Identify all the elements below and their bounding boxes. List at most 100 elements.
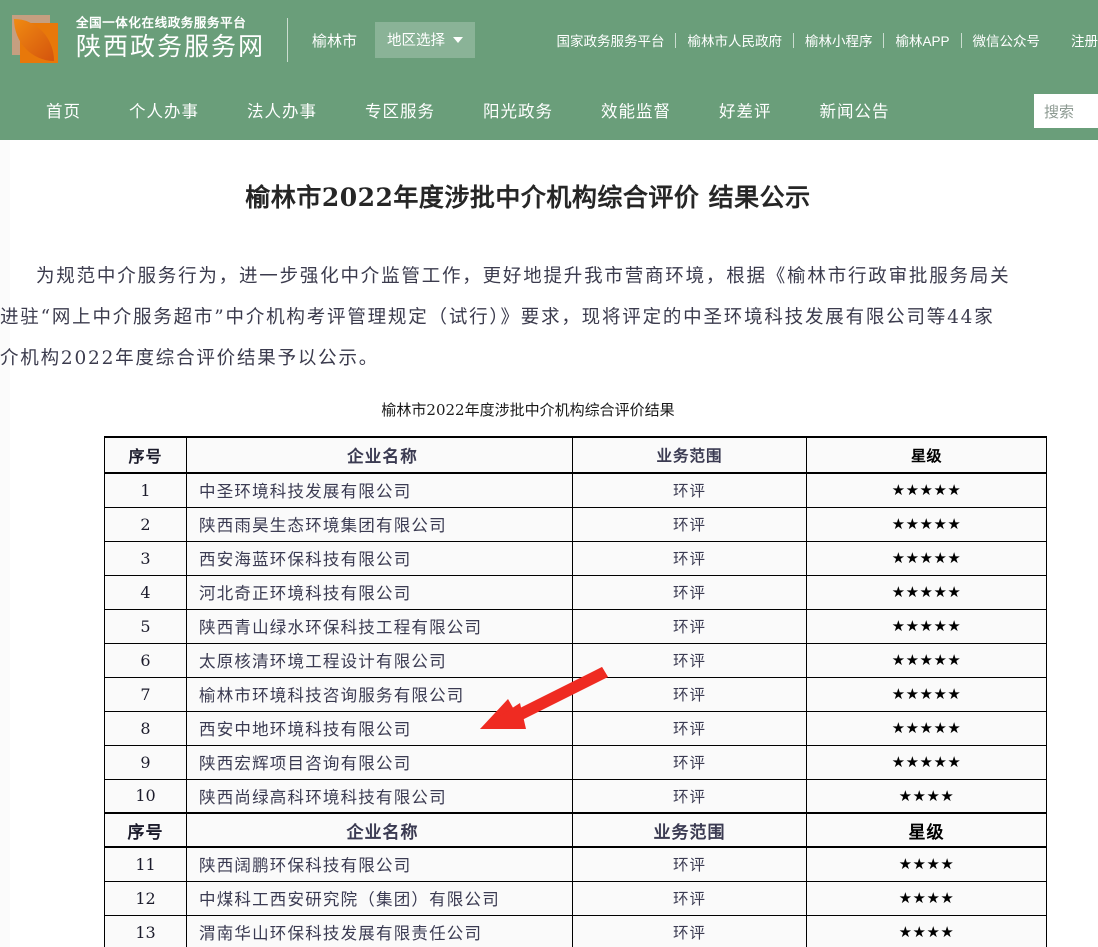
- cell-scope: 环评: [572, 642, 807, 678]
- cell-scope: 环评: [572, 540, 807, 576]
- region-select-button[interactable]: 地区选择: [375, 22, 476, 58]
- column-header-no: 序号: [104, 436, 187, 474]
- body-line-3: 介机构2022年度综合评价结果予以公示。: [0, 348, 380, 369]
- table-row: 12 中煤科工西安研究院（集团）有限公司 环评 ★★★★: [104, 880, 1047, 916]
- cell-no: 11: [104, 846, 187, 882]
- cell-scope: 环评: [572, 676, 807, 712]
- nav-item-home[interactable]: 首页: [46, 103, 81, 121]
- column-header-name: 企业名称: [186, 436, 573, 474]
- cell-name: 中煤科工西安研究院（集团）有限公司: [186, 880, 573, 916]
- link-separator: [792, 32, 794, 48]
- cell-no: 12: [104, 880, 187, 916]
- cell-stars: ★★★★★: [806, 642, 1047, 678]
- cell-scope: 环评: [572, 846, 807, 882]
- cell-stars: ★★★★★: [806, 574, 1047, 610]
- nav-item-oversight[interactable]: 效能监督: [601, 103, 671, 121]
- brand-block: 全国一体化在线政务服务平台 陕西政务服务网: [76, 15, 265, 65]
- cell-scope: 环评: [572, 710, 807, 746]
- cell-no: 9: [104, 744, 187, 780]
- nav-item-sunshine[interactable]: 阳光政务: [483, 103, 553, 121]
- table-row: 13 渭南华山环保科技发展有限责任公司 环评 ★★★★: [104, 914, 1047, 947]
- cell-stars: ★★★★★: [806, 506, 1047, 542]
- cell-stars: ★★★★: [806, 880, 1047, 916]
- content-area: 榆林市2022年度涉批中介机构综合评价 结果公示 为规范中介服务行为，进一步强化…: [0, 140, 1098, 947]
- table-row: 2 陕西雨昊生态环境集团有限公司 环评 ★★★★★: [104, 506, 1047, 542]
- column-header-scope: 业务范围: [572, 436, 807, 474]
- column-header-star: 星级: [806, 812, 1047, 848]
- table-row: 3 西安海蓝环保科技有限公司 环评 ★★★★★: [104, 540, 1047, 576]
- region-select-label: 地区选择: [387, 33, 446, 49]
- nav-item-list: 首页 个人办事 法人办事 专区服务 阳光政务 效能监督 好差评 新闻公告: [0, 98, 914, 122]
- table-row: 6 太原核清环境工程设计有限公司 环评 ★★★★★: [104, 642, 1047, 678]
- site-logo-icon[interactable]: [10, 11, 64, 69]
- nav-item-corporate[interactable]: 法人办事: [247, 103, 317, 121]
- header-link-wechat-official[interactable]: 微信公众号: [972, 34, 1041, 49]
- cell-name: 陕西阔鹏环保科技有限公司: [186, 846, 573, 882]
- header-quick-links: 国家政务服务平台 榆林市人民政府 榆林小程序 榆林APP 微信公众号 注册: [545, 30, 1098, 50]
- search-input[interactable]: 搜索: [1034, 94, 1098, 128]
- cell-name: 中圣环境科技发展有限公司: [186, 472, 573, 508]
- cell-scope: 环评: [572, 880, 807, 916]
- cell-name: 西安中地环境科技有限公司: [186, 710, 573, 746]
- cell-name: 太原核清环境工程设计有限公司: [186, 642, 573, 678]
- cell-scope: 环评: [572, 574, 807, 610]
- column-header-no: 序号: [104, 812, 187, 848]
- link-separator: [675, 32, 677, 48]
- table-row: 9 陕西宏辉项目咨询有限公司 环评 ★★★★★: [104, 744, 1047, 780]
- cell-no: 7: [104, 676, 187, 712]
- cell-no: 5: [104, 608, 187, 644]
- cell-scope: 环评: [572, 914, 807, 947]
- cell-name: 陕西宏辉项目咨询有限公司: [186, 744, 573, 780]
- link-separator: [960, 32, 962, 48]
- cell-name: 陕西尚绿高科环境科技有限公司: [186, 778, 573, 814]
- cell-no: 13: [104, 914, 187, 947]
- platform-title: 陕西政务服务网: [76, 32, 266, 61]
- cell-no: 4: [104, 574, 187, 610]
- header-divider: [287, 18, 289, 62]
- cell-no: 8: [104, 710, 187, 746]
- cell-no: 3: [104, 540, 187, 576]
- announcement-body: 为规范中介服务行为，进一步强化中介监管工作，更好地提升我市营商环境，根据《榆林市…: [0, 256, 1080, 379]
- register-link[interactable]: 注册: [1071, 34, 1098, 49]
- column-header-name: 企业名称: [186, 812, 573, 848]
- evaluation-results-table: 序号 企业名称 业务范围 星级 1 中圣环境科技发展有限公司 环评 ★★★★★ …: [104, 436, 1047, 947]
- table-row: 5 陕西青山绿水环保科技工程有限公司 环评 ★★★★★: [104, 608, 1047, 644]
- cell-scope: 环评: [572, 778, 807, 814]
- cell-name: 渭南华山环保科技发展有限责任公司: [186, 914, 573, 947]
- body-line-1: 为规范中介服务行为，进一步强化中介监管工作，更好地提升我市营商环境，根据《榆林市…: [36, 266, 1011, 287]
- nav-item-personal[interactable]: 个人办事: [129, 103, 199, 121]
- header-link-national-platform[interactable]: 国家政务服务平台: [556, 34, 665, 49]
- table-row: 1 中圣环境科技发展有限公司 环评 ★★★★★: [104, 472, 1047, 508]
- nav-item-zone[interactable]: 专区服务: [365, 103, 435, 121]
- nav-item-review[interactable]: 好差评: [719, 103, 772, 121]
- cell-name: 陕西青山绿水环保科技工程有限公司: [186, 608, 573, 644]
- table-header-row: 序号 企业名称 业务范围 星级: [104, 436, 1047, 474]
- table-row: 10 陕西尚绿高科环境科技有限公司 环评 ★★★★: [104, 778, 1047, 814]
- table-header-row-repeat: 序号 企业名称 业务范围 星级: [104, 812, 1047, 848]
- nav-item-news[interactable]: 新闻公告: [819, 103, 890, 121]
- column-header-star: 星级: [806, 436, 1047, 474]
- cell-scope: 环评: [572, 608, 807, 644]
- cell-no: 10: [104, 778, 187, 814]
- table-caption: 榆林市2022年度涉批中介机构综合评价结果: [381, 401, 675, 419]
- cell-name: 榆林市环境科技咨询服务有限公司: [186, 676, 573, 712]
- table-row: 11 陕西阔鹏环保科技有限公司 环评 ★★★★: [104, 846, 1047, 882]
- cell-stars: ★★★★★: [806, 540, 1047, 576]
- cell-name: 西安海蓝环保科技有限公司: [186, 540, 573, 576]
- cell-no: 6: [104, 642, 187, 678]
- document-paper: 榆林市2022年度涉批中介机构综合评价 结果公示 为规范中介服务行为，进一步强化…: [0, 140, 1098, 947]
- cell-scope: 环评: [572, 472, 807, 508]
- cell-stars: ★★★★: [806, 778, 1047, 814]
- header-link-yulin-government[interactable]: 榆林市人民政府: [687, 34, 782, 49]
- site-header: 全国一体化在线政务服务平台 陕西政务服务网 榆林市 地区选择 国家政务服务平台 …: [0, 0, 1098, 80]
- table-row: 4 河北奇正环境科技有限公司 环评 ★★★★★: [104, 574, 1047, 610]
- cell-stars: ★★★★: [806, 914, 1047, 947]
- search-placeholder-label: 搜索: [1044, 103, 1075, 121]
- link-separator: [883, 32, 885, 48]
- current-city-label: 榆林市: [312, 32, 358, 50]
- cell-name: 陕西雨昊生态环境集团有限公司: [186, 506, 573, 542]
- header-link-yulin-miniprogram[interactable]: 榆林小程序: [804, 34, 873, 49]
- chevron-down-icon: [453, 36, 464, 43]
- header-link-yulin-app[interactable]: 榆林APP: [895, 34, 950, 49]
- cell-stars: ★★★★: [806, 846, 1047, 882]
